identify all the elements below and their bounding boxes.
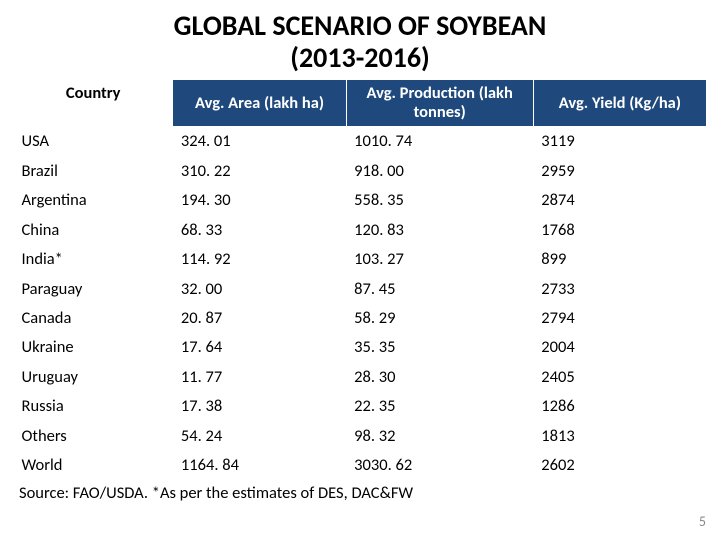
cell-yield: 3119 — [533, 127, 706, 157]
cell-area: 114. 92 — [173, 245, 346, 274]
cell-area: 17. 64 — [173, 333, 346, 362]
cell-yield: 2874 — [533, 186, 706, 215]
cell-production: 87. 45 — [346, 275, 533, 304]
cell-area: 194. 30 — [173, 186, 346, 215]
cell-production: 58. 29 — [346, 304, 533, 333]
table-row: Paraguay32. 0087. 452733 — [14, 275, 707, 304]
cell-area: 54. 24 — [173, 422, 346, 451]
cell-production: 103. 27 — [346, 245, 533, 274]
cell-country: Paraguay — [14, 275, 173, 304]
cell-area: 324. 01 — [173, 127, 346, 157]
cell-country: Uruguay — [14, 363, 173, 392]
cell-country: Brazil — [14, 157, 173, 186]
cell-area: 310. 22 — [173, 157, 346, 186]
cell-production: 1010. 74 — [346, 127, 533, 157]
title-line2: (2013-2016) — [290, 40, 430, 75]
cell-country: Canada — [14, 304, 173, 333]
cell-country: World — [14, 451, 173, 480]
cell-area: 1164. 84 — [173, 451, 346, 480]
col-header-area: Avg. Area (lakh ha) — [173, 80, 346, 127]
soybean-table: Country Avg. Area (lakh ha) Avg. Product… — [13, 79, 707, 480]
cell-yield: 2794 — [533, 304, 706, 333]
col-header-production: Avg. Production (lakh tonnes) — [346, 80, 533, 127]
table-row: Russia17. 3822. 351286 — [14, 392, 707, 421]
cell-production: 22. 35 — [346, 392, 533, 421]
col-header-yield: Avg. Yield (Kg/ha) — [533, 80, 706, 127]
cell-yield: 2602 — [533, 451, 706, 480]
table-row: Canada20. 8758. 292794 — [14, 304, 707, 333]
cell-yield: 2733 — [533, 275, 706, 304]
table-row: India*114. 92103. 27899 — [14, 245, 707, 274]
cell-yield: 2959 — [533, 157, 706, 186]
table-row: China68. 33120. 831768 — [14, 216, 707, 245]
table-row: Others54. 2498. 321813 — [14, 422, 707, 451]
title-line1: GLOBAL SCENARIO OF SOYBEAN — [174, 8, 547, 43]
cell-country: USA — [14, 127, 173, 157]
cell-production: 558. 35 — [346, 186, 533, 215]
cell-country: Ukraine — [14, 333, 173, 362]
cell-area: 20. 87 — [173, 304, 346, 333]
cell-country: Argentina — [14, 186, 173, 215]
cell-country: Others — [14, 422, 173, 451]
table-row: Uruguay11. 7728. 302405 — [14, 363, 707, 392]
table-body: USA324. 011010. 743119Brazil310. 22918. … — [14, 127, 707, 481]
cell-production: 120. 83 — [346, 216, 533, 245]
cell-production: 28. 30 — [346, 363, 533, 392]
table-row: Ukraine17. 6435. 352004 — [14, 333, 707, 362]
cell-production: 918. 00 — [346, 157, 533, 186]
cell-area: 11. 77 — [173, 363, 346, 392]
cell-area: 68. 33 — [173, 216, 346, 245]
table-row: USA324. 011010. 743119 — [14, 127, 707, 157]
cell-yield: 2004 — [533, 333, 706, 362]
cell-area: 32. 00 — [173, 275, 346, 304]
cell-production: 98. 32 — [346, 422, 533, 451]
table-row: Argentina194. 30558. 352874 — [14, 186, 707, 215]
cell-country: Russia — [14, 392, 173, 421]
col-header-country: Country — [14, 80, 173, 127]
cell-production: 3030. 62 — [346, 451, 533, 480]
table-header-row: Country Avg. Area (lakh ha) Avg. Product… — [14, 80, 707, 127]
cell-yield: 1286 — [533, 392, 706, 421]
cell-yield: 899 — [533, 245, 706, 274]
cell-production: 35. 35 — [346, 333, 533, 362]
table-row: Brazil310. 22918. 002959 — [14, 157, 707, 186]
cell-yield: 1768 — [533, 216, 706, 245]
cell-country: China — [14, 216, 173, 245]
table-row: World1164. 843030. 622602 — [14, 451, 707, 480]
source-footnote: Source: FAO/USDA. *As per the estimates … — [13, 483, 707, 503]
cell-country: India* — [14, 245, 173, 274]
cell-area: 17. 38 — [173, 392, 346, 421]
slide-title: GLOBAL SCENARIO OF SOYBEAN (2013-2016) — [0, 0, 720, 79]
cell-yield: 2405 — [533, 363, 706, 392]
cell-yield: 1813 — [533, 422, 706, 451]
page-number: 5 — [699, 513, 706, 530]
